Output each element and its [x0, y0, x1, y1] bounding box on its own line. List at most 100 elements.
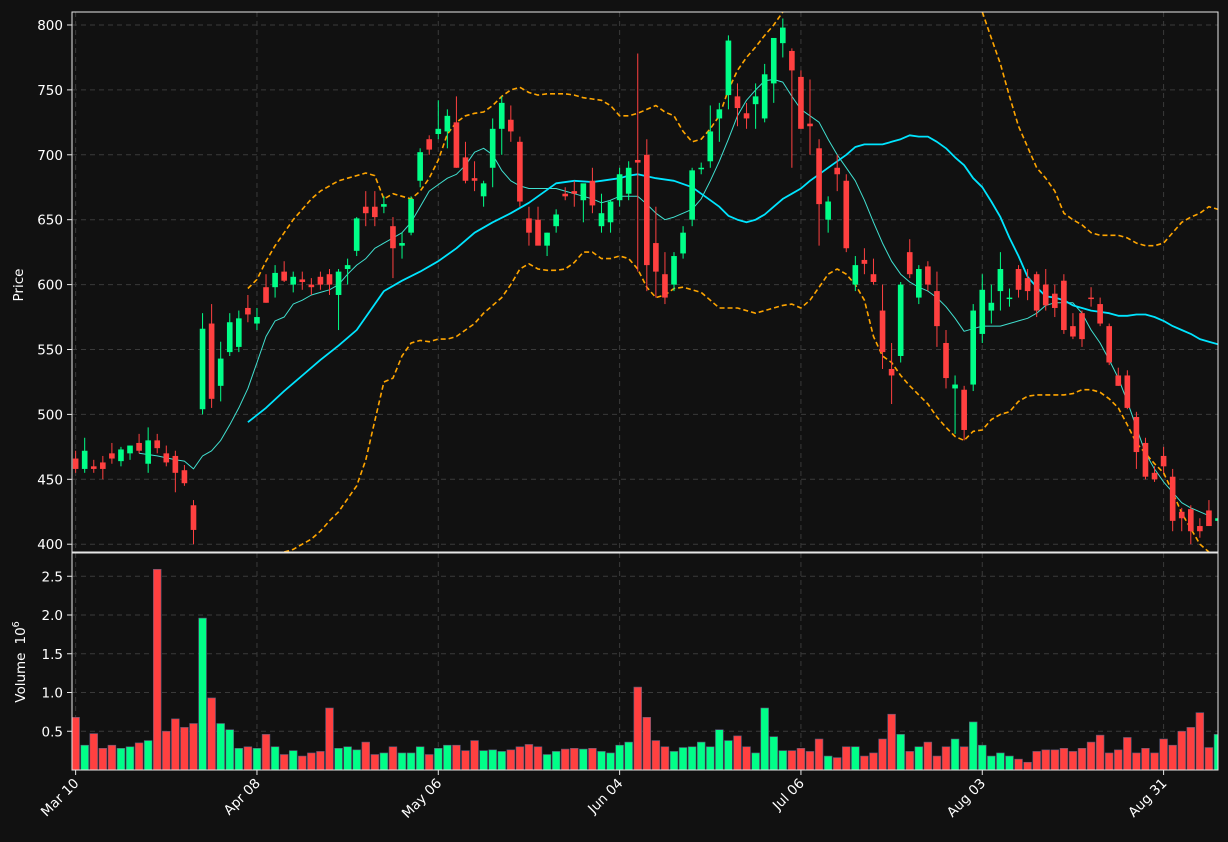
candle-body	[254, 317, 260, 324]
volume-bar	[1186, 727, 1195, 770]
bollinger-bands	[247, 12, 1218, 552]
candle-body	[861, 259, 868, 264]
bollinger-upper-line	[981, 12, 1218, 247]
price-panel: 400 450 500 550 600 650 700 750 800 Price	[11, 11, 1219, 553]
candle-body	[1124, 375, 1131, 408]
volume-multiplier-exponent: 6	[11, 621, 22, 627]
volume-bar	[488, 749, 497, 770]
price-tick-label: 450	[37, 472, 63, 488]
candle-body	[1178, 511, 1185, 519]
candle-body	[1106, 326, 1113, 363]
price-tick-label: 800	[37, 18, 63, 34]
candle-body	[970, 310, 977, 385]
volume-bar	[1032, 751, 1041, 770]
candle-body	[517, 141, 523, 202]
volume-bar	[1141, 747, 1150, 770]
volume-bar	[343, 746, 352, 770]
volume-bar	[261, 734, 271, 770]
candle-body	[589, 180, 596, 206]
candle-body	[707, 131, 714, 162]
volume-bar	[153, 568, 162, 770]
volume-bar	[434, 747, 443, 770]
candle-body	[644, 154, 650, 266]
candle-body	[580, 183, 587, 201]
candle-body	[444, 115, 451, 132]
volume-panel: 0.5 1.0 1.5 2.0 2.5 Volume 106	[11, 552, 1219, 771]
candle-body	[526, 218, 532, 233]
candle-body	[598, 213, 605, 227]
candle-body	[426, 139, 433, 150]
volume-bar	[842, 746, 851, 770]
candle-body	[245, 307, 251, 315]
candle-body	[1061, 280, 1067, 331]
volume-bar	[216, 723, 225, 770]
volume-bar	[506, 749, 516, 770]
candle-body	[1206, 510, 1212, 527]
candle-body	[616, 174, 623, 201]
volume-bar	[823, 755, 833, 770]
price-tick-label: 600	[37, 278, 63, 294]
ma-slow-line	[247, 134, 1218, 423]
volume-bar	[515, 746, 525, 770]
candle-body	[1051, 293, 1058, 308]
candle-body	[725, 40, 732, 96]
volume-tick-label: 1.0	[42, 686, 63, 702]
candle-body	[1088, 297, 1094, 300]
volume-bar	[1159, 738, 1168, 770]
candle-body	[979, 289, 986, 334]
candle-body	[127, 445, 133, 454]
volume-bar	[570, 747, 579, 770]
candle-body	[1169, 476, 1176, 521]
volume-bar	[860, 755, 869, 770]
candle-body	[118, 449, 124, 462]
volume-bar	[669, 751, 679, 770]
candle-body	[308, 284, 315, 288]
volume-bar	[1023, 761, 1032, 770]
volume-bar	[470, 740, 479, 770]
volume-bar	[878, 738, 887, 770]
candle-body	[843, 180, 850, 249]
volume-bar	[932, 755, 942, 770]
volume-bar	[116, 747, 126, 770]
volume-multiplier-base: 10	[13, 627, 29, 644]
candle-body	[770, 37, 777, 84]
volume-bar	[1150, 752, 1159, 770]
candle-body	[943, 343, 949, 379]
candle-body	[571, 191, 578, 194]
candle-body	[1151, 472, 1158, 480]
volume-bar	[234, 747, 244, 770]
volume-bar	[742, 746, 751, 770]
candle-body	[1160, 455, 1167, 467]
volume-bar	[1168, 744, 1177, 770]
candle-body	[1006, 297, 1013, 300]
candle-body	[535, 219, 541, 246]
volume-bar	[959, 746, 969, 770]
volume-bar	[551, 751, 561, 770]
ma-fast-line	[139, 79, 1210, 517]
candle-body	[1215, 518, 1218, 521]
candle-body	[1187, 509, 1194, 532]
volume-bar	[597, 751, 606, 770]
candle-body	[834, 167, 841, 175]
volume-bar	[1114, 749, 1123, 770]
candle-body	[1079, 313, 1085, 340]
candle-body	[1033, 274, 1040, 311]
volume-bar	[252, 747, 262, 770]
volume-bar	[950, 738, 960, 770]
price-y-ticks: 400 450 500 550 600 650 700 750 800	[37, 18, 72, 553]
candle-body	[553, 214, 559, 227]
candle-body	[299, 279, 306, 282]
volume-bar	[80, 744, 89, 770]
volume-bar	[588, 747, 597, 770]
volume-bar	[497, 751, 506, 770]
candle-body	[399, 243, 405, 246]
price-tick-label: 700	[37, 148, 63, 164]
volume-bar	[125, 746, 135, 770]
volume-bar	[1005, 755, 1014, 770]
volume-bar	[270, 746, 280, 770]
volume-bar	[887, 713, 896, 770]
candle-body	[453, 122, 460, 168]
candle-body	[109, 453, 115, 459]
volume-bar	[651, 740, 661, 770]
volume-bar	[923, 741, 933, 770]
